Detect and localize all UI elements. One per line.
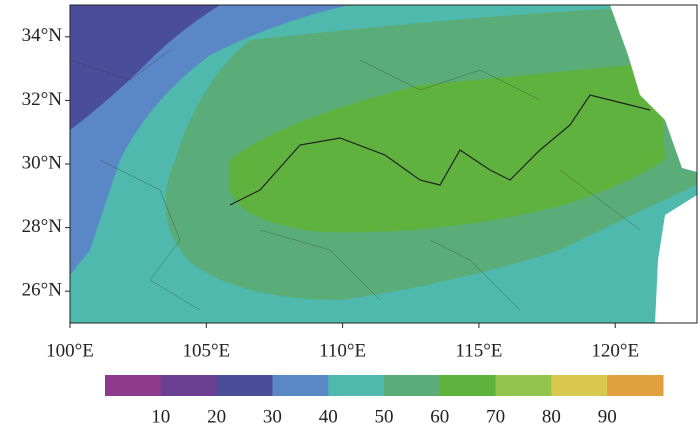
colorbar-segment: [495, 375, 552, 396]
y-tick-label: 32°N: [22, 89, 63, 110]
colorbar-segment: [439, 375, 497, 396]
colorbar-segment: [607, 375, 664, 396]
colorbar-segment: [328, 375, 385, 396]
colorbar-tick-label: 20: [207, 406, 226, 427]
colorbar-tick-label: 90: [598, 406, 617, 427]
colorbar-segment: [160, 375, 218, 396]
colorbar-tick-label: 50: [375, 406, 394, 427]
colorbar-tick-label: 30: [263, 406, 282, 427]
colorbar-tick-label: 10: [151, 406, 170, 427]
colorbar-segment: [551, 375, 608, 396]
y-tick-label: 34°N: [22, 25, 63, 46]
sea: [655, 195, 697, 323]
y-tick-label: 26°N: [22, 280, 63, 301]
x-tick-label: 120°E: [591, 340, 639, 361]
region-60-70: [230, 62, 665, 233]
colorbar-segment: [216, 375, 273, 396]
colorbar-segment: [272, 375, 329, 396]
colorbar-tick-label: 80: [542, 406, 561, 427]
contour-field: [70, 5, 697, 323]
y-tick-label: 30°N: [22, 152, 63, 173]
x-tick-label: 110°E: [319, 340, 366, 361]
boundaries: [70, 49, 641, 311]
x-tick-label: 115°E: [455, 340, 502, 361]
colorbar-tick-label: 60: [430, 406, 449, 427]
colorbar-segment: [105, 375, 162, 396]
colorbar-tick-label: 70: [486, 406, 505, 427]
river: [229, 94, 651, 206]
x-tick-label: 105°E: [182, 340, 230, 361]
x-tick-label: 100°E: [46, 340, 94, 361]
colorbar-tick-label: 40: [319, 406, 338, 427]
region-20-30: [70, 5, 220, 130]
sea: [610, 5, 697, 172]
y-tick-label: 28°N: [22, 216, 63, 237]
colorbar-segment: [384, 375, 441, 396]
